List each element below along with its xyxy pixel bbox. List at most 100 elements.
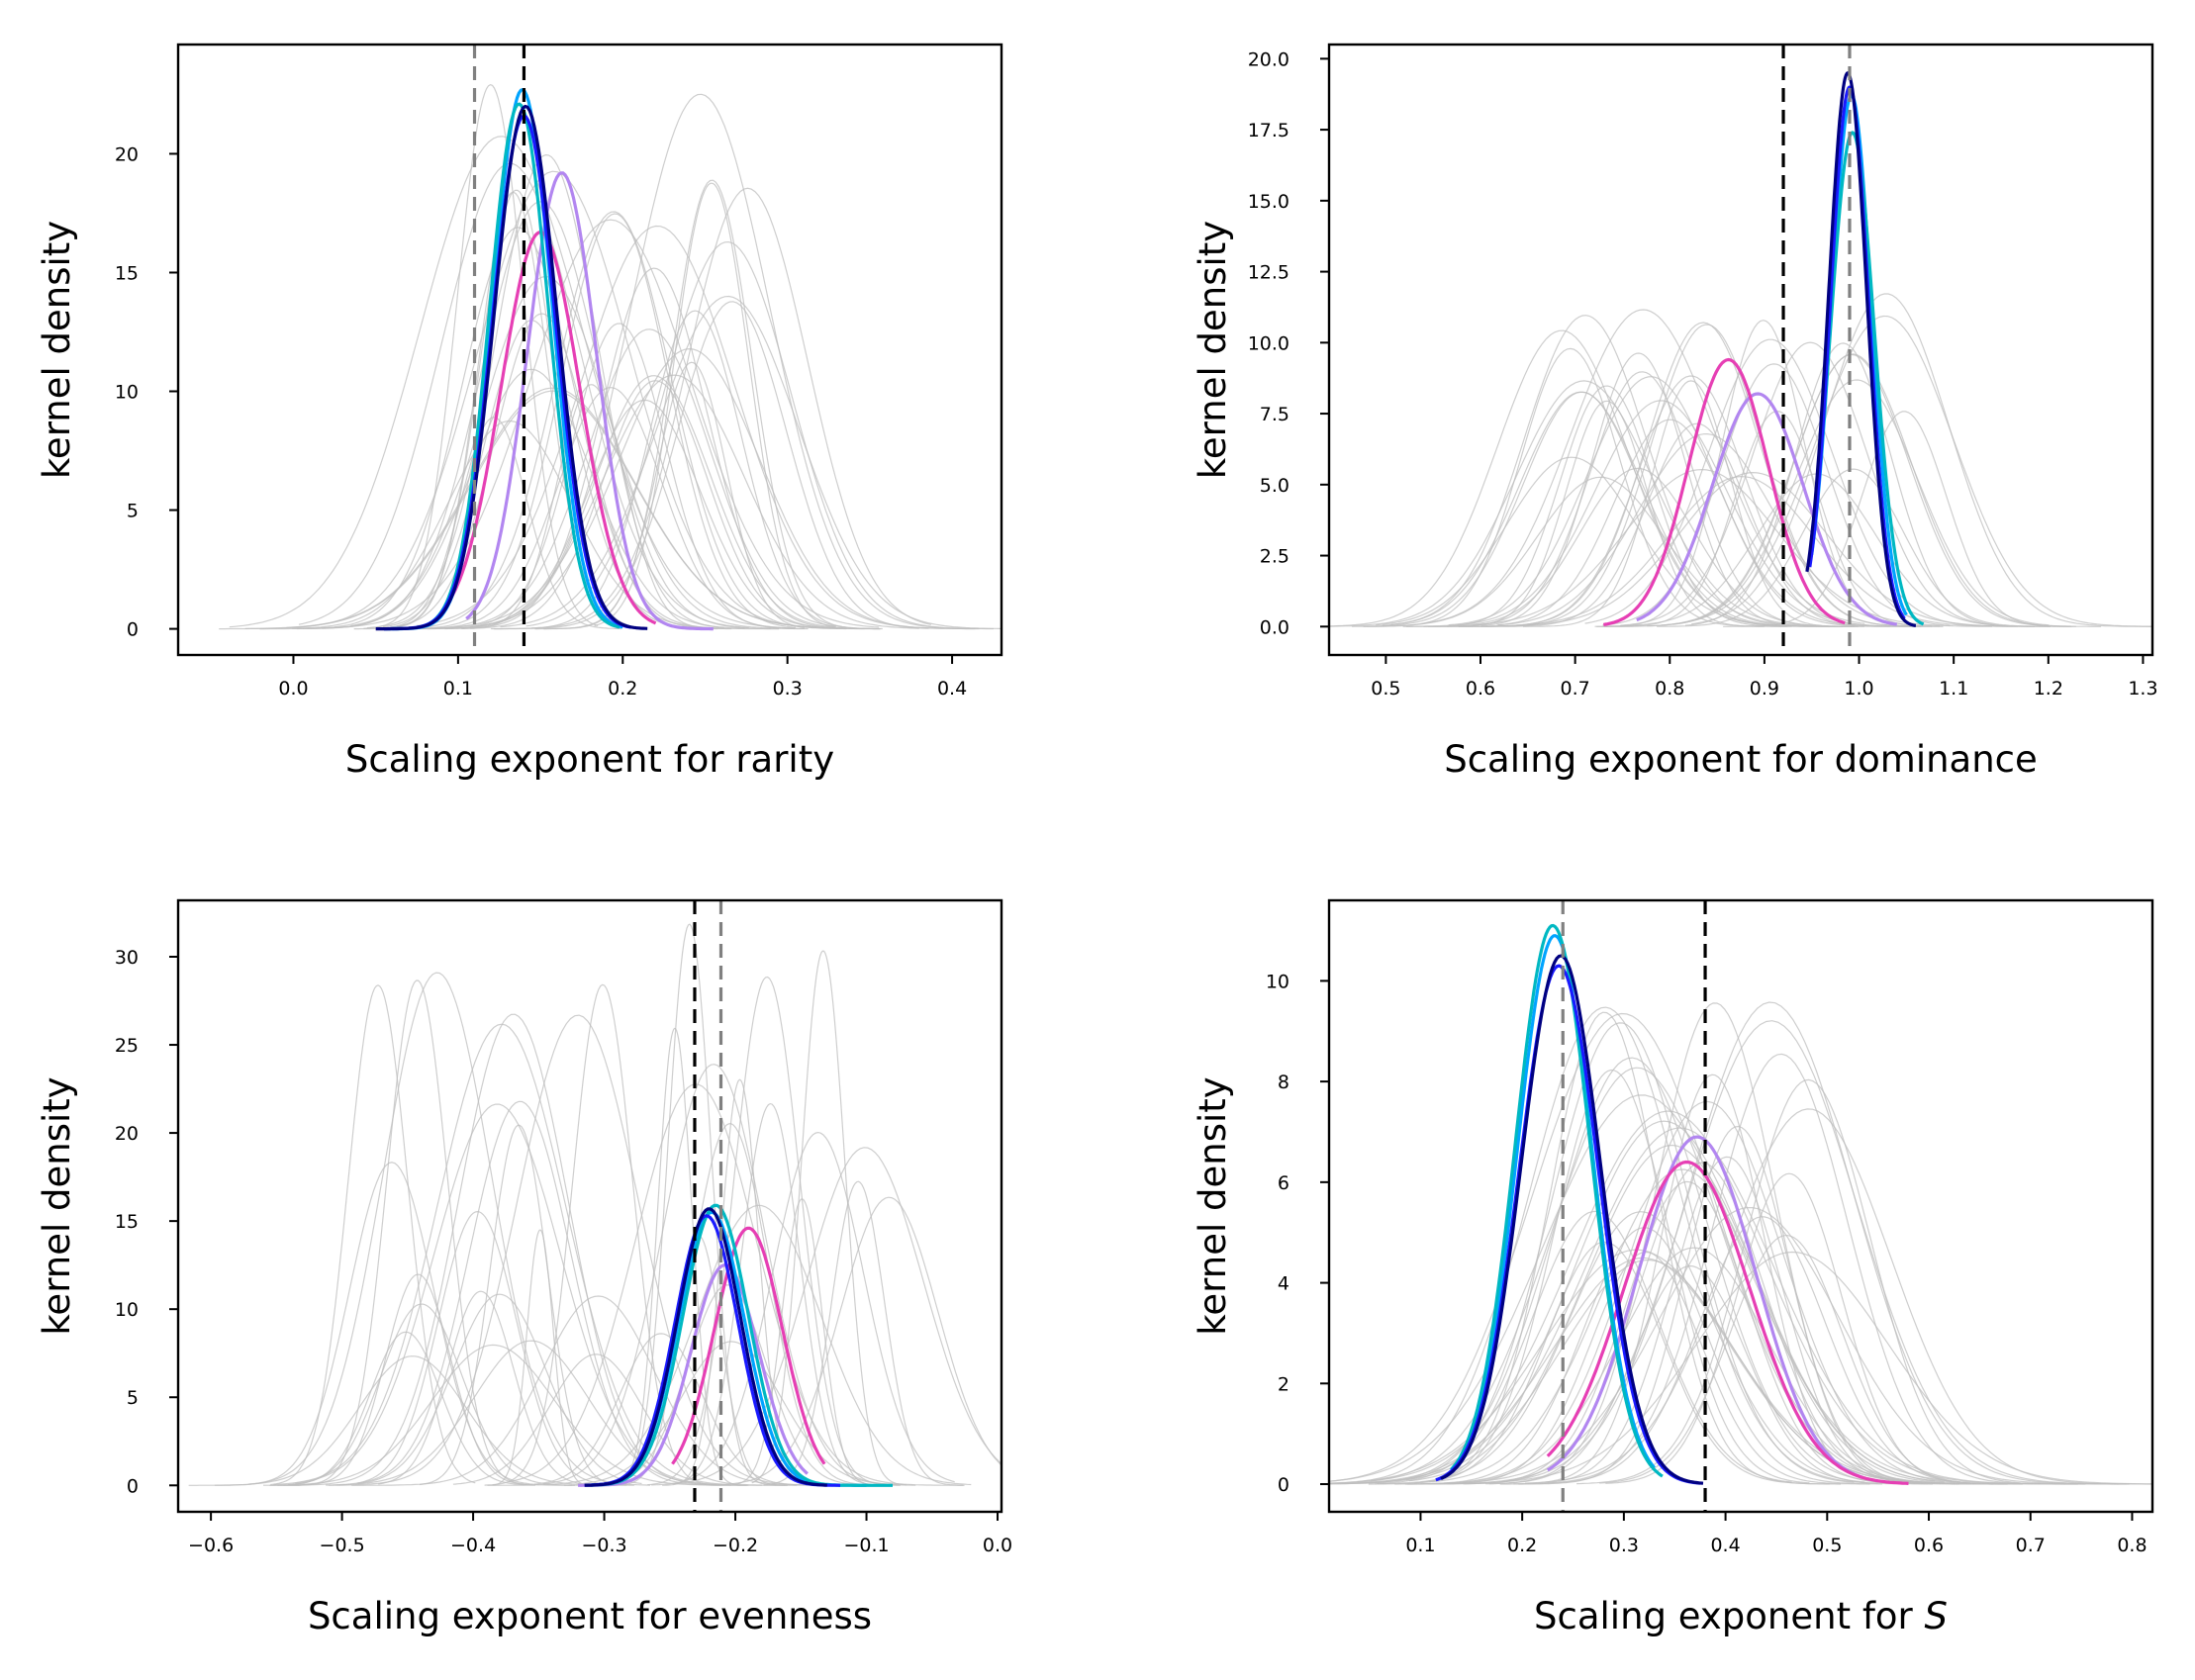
x-tick-label: 1.2 (2034, 678, 2063, 700)
y-tick-label: 2 (1278, 1373, 1289, 1395)
background-density-curve (452, 1353, 763, 1486)
background-density-curve (1340, 1257, 2023, 1485)
background-density-curve (1428, 400, 1787, 627)
background-density-curve (270, 984, 476, 1486)
background-density-curve (406, 328, 837, 630)
x-tick-label: 1.3 (2128, 678, 2157, 700)
x-tick-label: 0.3 (1609, 1535, 1639, 1556)
background-density-curve (1365, 1057, 1929, 1485)
x-tick-label: 0.8 (2117, 1535, 2147, 1556)
background-density-curve (488, 93, 945, 629)
y-tick-label: 8 (1278, 1072, 1289, 1093)
density-series-2 (448, 231, 657, 625)
y-tick-label: 25 (115, 1035, 139, 1057)
background-density-curve (329, 1014, 838, 1486)
density-series-1 (465, 171, 714, 631)
x-tick-label: −0.3 (582, 1535, 627, 1556)
background-density-curve (244, 390, 818, 629)
x-tick-label: 0.5 (1371, 678, 1400, 700)
y-tick-label: 0 (1278, 1474, 1289, 1496)
y-tick-label: 0 (127, 1475, 139, 1497)
background-density-curve (508, 1083, 965, 1486)
x-tick-label: 1.0 (1844, 678, 1873, 700)
y-tick-label: 10 (1266, 971, 1289, 992)
background-density-curve (1691, 293, 2152, 627)
background-density-curve (1414, 1168, 2004, 1485)
x-tick-label: 0.0 (983, 1535, 1012, 1556)
background-density-curve (416, 225, 980, 630)
background-density-curve (1357, 1006, 1900, 1485)
y-axis-label: kernel density (36, 221, 78, 479)
background-density-curve (1446, 1251, 2152, 1485)
x-tick-label: −0.2 (713, 1535, 758, 1556)
background-density-curve (1423, 475, 2018, 627)
background-density-curve (1382, 315, 1797, 627)
background-density-curve (188, 1355, 627, 1486)
background-density-curve (390, 417, 622, 630)
background-density-curve (1602, 363, 1951, 626)
background-density-curve (1539, 1053, 2078, 1485)
y-axis-label: kernel density (1192, 221, 1234, 479)
background-density-curve (647, 976, 888, 1486)
background-density-curve (1406, 400, 1913, 627)
x-tick-label: −0.5 (320, 1535, 365, 1556)
background-density-curve (1485, 471, 2003, 627)
density-series-2 (671, 1226, 826, 1465)
background-density-curve (673, 1147, 1002, 1485)
y-tick-label: 5.0 (1260, 475, 1289, 497)
background-density-curve (283, 980, 533, 1486)
background-density-curve (259, 219, 880, 630)
y-tick-label: 5 (127, 501, 139, 522)
x-axis-label: Scaling exponent for dominance (1444, 738, 2038, 781)
background-density-curve (363, 83, 599, 629)
plot-area (219, 45, 1002, 655)
background-density-curve (263, 1331, 535, 1486)
x-tick-label: 0.8 (1655, 678, 1684, 700)
background-density-curve (1442, 1100, 1983, 1485)
density-series-2 (1546, 1160, 1909, 1485)
background-density-curve (1421, 309, 1865, 624)
background-density-curve (1329, 1094, 2086, 1485)
y-tick-label: 15.0 (1248, 191, 1289, 213)
axes-frame (1327, 898, 2154, 1514)
background-density-curve (531, 310, 871, 629)
x-tick-label: −0.4 (450, 1535, 496, 1556)
background-density-curve (455, 375, 883, 630)
y-tick-label: 2.5 (1260, 546, 1289, 568)
chart-panel-2: 0.5 0.6 0.7 0.8 0.9 1.0 1.1 1.2 1.3 0.0 2.5 5.0 7.5 1… (1192, 43, 2158, 781)
background-density-curve (430, 387, 806, 629)
x-tick-label: 0.6 (1914, 1535, 1944, 1556)
density-series-2 (1603, 357, 1846, 626)
plot-area (1329, 45, 2152, 655)
x-tick-label: 0.2 (1507, 1535, 1537, 1556)
x-axis-label: Scaling exponent for rarity (345, 738, 834, 781)
background-density-curve (1448, 376, 1856, 626)
x-tick-label: 1.1 (1939, 678, 1968, 700)
chart-panel-4: 0.1 0.2 0.3 0.4 0.5 0.6 0.7 0.8 0 2 4 6 8 10 Scaling e… (1192, 898, 2154, 1637)
background-density-curve (525, 240, 994, 630)
plot-area (1329, 900, 2152, 1512)
background-density-curve (215, 1162, 575, 1486)
background-density-curve (1661, 315, 2152, 627)
background-density-curve (357, 1293, 642, 1485)
y-tick-label: 10 (115, 382, 139, 404)
background-density-curve (1599, 1235, 1970, 1484)
y-tick-label: 20 (115, 143, 139, 165)
y-tick-label: 30 (115, 947, 139, 969)
background-density-curve (383, 211, 847, 630)
background-density-curve (1329, 1012, 1992, 1485)
y-tick-label: 7.5 (1260, 404, 1289, 425)
background-density-curve (484, 983, 720, 1486)
background-density-curve (356, 1210, 599, 1484)
y-tick-label: 12.5 (1248, 262, 1289, 284)
plot-area (188, 900, 1002, 1512)
x-tick-label: −0.1 (843, 1535, 889, 1556)
background-density-curve (287, 1303, 572, 1486)
density-series-6 (375, 104, 648, 631)
background-density-curve (1329, 1110, 2033, 1485)
x-tick-label: 0.0 (278, 678, 308, 700)
density-series-6 (584, 1207, 827, 1487)
y-tick-label: 15 (115, 1211, 139, 1233)
y-tick-label: 10 (115, 1299, 139, 1321)
background-density-curve (494, 301, 929, 630)
